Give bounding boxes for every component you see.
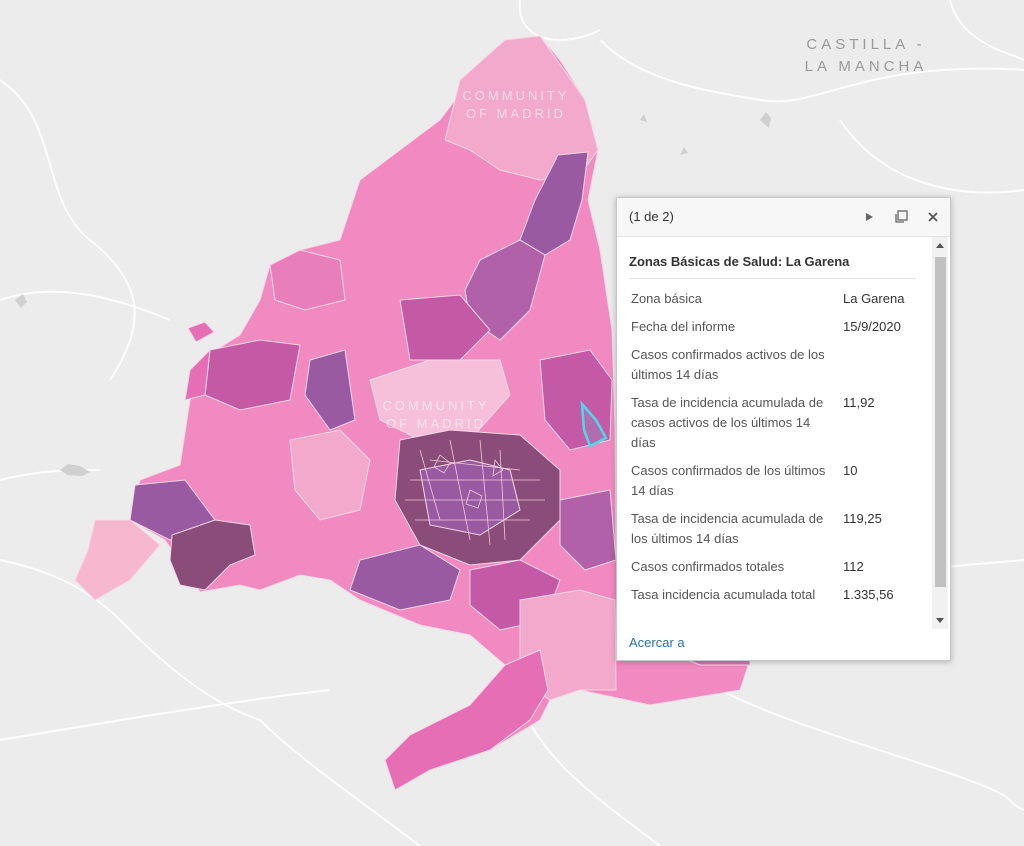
popup-body: Zonas Básicas de Salud: La Garena Zona b… xyxy=(617,237,950,660)
northeast-district-2[interactable] xyxy=(464,239,546,341)
next-feature-button[interactable] xyxy=(859,207,879,227)
small-west-island[interactable] xyxy=(187,321,215,343)
region-label-community-of-madrid-center: COMMUNITY OF MADRID xyxy=(382,398,489,431)
attr-label-casos-totales: Casos confirmados totales xyxy=(631,559,785,574)
central-west-light[interactable] xyxy=(289,429,371,521)
region-label-madrid-center-line1: COMMUNITY xyxy=(382,398,489,413)
attr-label-tasa-activos-14d: Tasa de incidencia acumulada de casos ac… xyxy=(631,395,824,450)
center-district-b[interactable] xyxy=(399,294,491,361)
scroll-up-icon[interactable] xyxy=(936,243,944,248)
region-label-community-of-madrid-top: COMMUNITY OF MADRID xyxy=(462,88,569,121)
attr-value-fecha-informe: 15/9/2020 xyxy=(843,319,901,334)
northeast-district[interactable] xyxy=(519,151,589,256)
region-label-castilla-la-mancha: CASTILLA - LA MANCHA xyxy=(805,36,928,75)
attr-label-casos-activos-14d: Casos confirmados activos de los últimos… xyxy=(631,347,825,382)
zoom-to-link[interactable]: Acercar a xyxy=(629,635,685,650)
attr-value-casos-14d: 10 xyxy=(843,463,858,478)
east-district-b[interactable] xyxy=(559,489,617,571)
feature-popup: (1 de 2) Zonas Básicas de Salud: La Gare… xyxy=(616,197,951,661)
selected-feature-la-garena[interactable] xyxy=(580,400,608,448)
southeast-strip[interactable] xyxy=(384,649,549,791)
attr-value-tasa-14d: 119,25 xyxy=(843,511,882,526)
region-label-castilla-line1: CASTILLA - xyxy=(806,36,925,53)
west-district-b[interactable] xyxy=(304,349,356,431)
west-district-a[interactable] xyxy=(204,339,301,411)
southwest-district-b[interactable] xyxy=(169,519,256,591)
attr-label-tasa-total: Tasa incidencia acumulada total xyxy=(631,587,816,602)
attr-value-casos-totales: 112 xyxy=(843,559,864,574)
popup-header: (1 de 2) xyxy=(617,198,950,237)
dock-popup-button[interactable] xyxy=(891,207,911,227)
play-next-icon xyxy=(866,213,873,221)
scroll-down-icon[interactable] xyxy=(936,618,944,623)
region-label-madrid-line1: COMMUNITY xyxy=(462,88,569,103)
nw-district[interactable] xyxy=(269,249,346,311)
region-label-madrid-center-line2: OF MADRID xyxy=(386,416,486,431)
attr-value-tasa-total: 1.335,56 xyxy=(843,587,894,602)
water-features xyxy=(15,112,771,476)
region-label-madrid-line2: OF MADRID xyxy=(466,106,566,121)
southwest-edge-district[interactable] xyxy=(74,519,161,601)
city-subdivisions xyxy=(405,439,545,546)
city-core-b[interactable] xyxy=(419,459,521,536)
popup-scrollbar[interactable] xyxy=(932,237,948,629)
popup-title-divider xyxy=(629,278,916,279)
attr-label-zona-basica: Zona básica xyxy=(631,291,702,306)
south-district-a[interactable] xyxy=(349,544,461,611)
attr-label-tasa-14d: Tasa de incidencia acumulada de los últi… xyxy=(631,511,824,546)
close-popup-button[interactable] xyxy=(923,207,943,227)
popup-feature-counter: (1 de 2) xyxy=(629,209,674,224)
attr-value-tasa-activos-14d: 11,92 xyxy=(843,395,875,410)
popup-title: Zonas Básicas de Salud: La Garena xyxy=(629,254,850,269)
dock-icon xyxy=(895,210,908,223)
close-icon xyxy=(928,212,938,222)
scroll-thumb[interactable] xyxy=(935,257,946,587)
attr-label-fecha-informe: Fecha del informe xyxy=(631,319,736,334)
west-lobe[interactable] xyxy=(184,348,211,401)
east-district-a[interactable] xyxy=(539,349,613,451)
region-label-castilla-line2: LA MANCHA xyxy=(805,58,928,75)
attr-label-casos-14d: Casos confirmados de los últimos 14 días xyxy=(631,463,826,498)
attr-value-zona-basica: La Garena xyxy=(843,291,905,306)
